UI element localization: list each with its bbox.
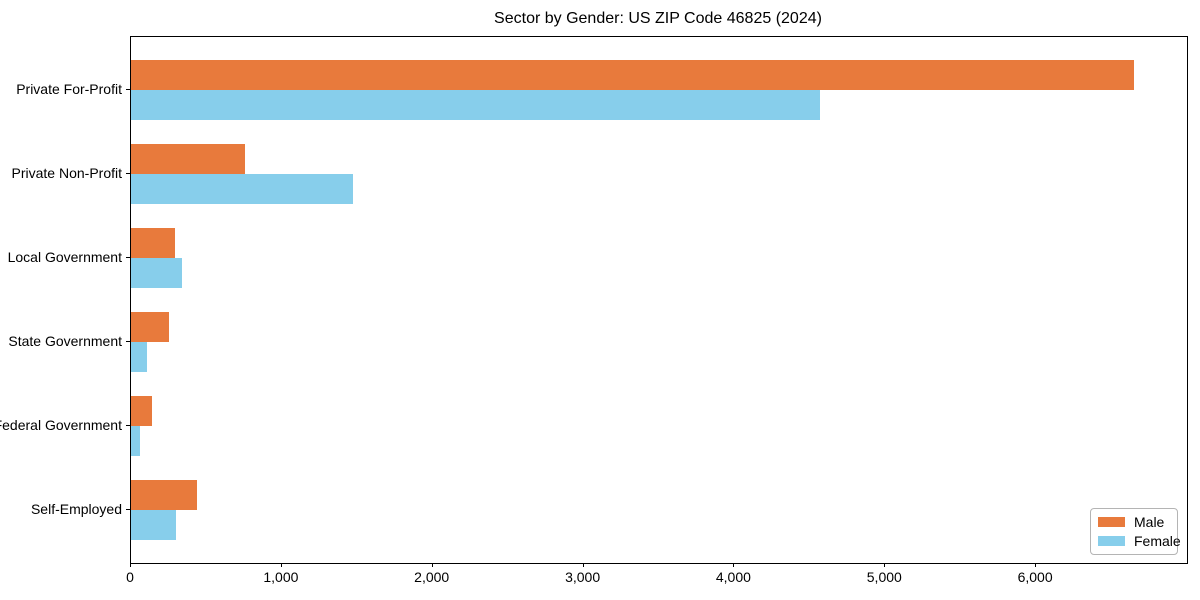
x-tick-mark [130, 563, 131, 567]
bar-female-federal-government [131, 426, 141, 456]
y-tick-mark [126, 341, 130, 342]
y-tick-mark [126, 173, 130, 174]
x-tick-mark [884, 563, 886, 567]
x-tick-label: 5,000 [866, 569, 902, 585]
legend-swatch-female-icon [1098, 536, 1125, 546]
bar-male-self-employed [131, 480, 198, 510]
x-tick-label: 6,000 [1017, 569, 1053, 585]
bar-female-private-non-profit [131, 174, 353, 204]
x-tick-label: 2,000 [414, 569, 450, 585]
x-tick-mark [733, 563, 735, 567]
y-tick-label: State Government [8, 333, 122, 349]
legend-item-male: Male [1098, 515, 1170, 529]
y-tick-label: Self-Employed [30, 501, 122, 517]
legend: Male Female [1090, 508, 1181, 555]
x-tick-label: 4,000 [715, 569, 751, 585]
legend-label-female: Female [1134, 533, 1181, 549]
legend-label-male: Male [1134, 514, 1165, 530]
x-tick-mark [582, 563, 584, 567]
bar-male-federal-government [131, 396, 153, 426]
plot-area: Male Female [130, 36, 1188, 564]
bar-female-private-for-profit [131, 90, 821, 120]
x-tick-mark [280, 563, 282, 567]
chart-title: Sector by Gender: US ZIP Code 46825 (202… [494, 10, 822, 27]
y-tick-mark [126, 257, 130, 258]
bar-male-local-government [131, 228, 175, 258]
bar-male-private-non-profit [131, 144, 245, 174]
y-tick-mark [126, 509, 130, 510]
y-tick-label: Federal Government [0, 417, 122, 433]
x-tick-label: 3,000 [565, 569, 601, 585]
x-tick-mark [431, 563, 433, 567]
bar-female-local-government [131, 258, 182, 288]
bar-female-self-employed [131, 510, 176, 540]
y-tick-label: Local Government [7, 249, 122, 265]
x-tick-label: 0 [126, 569, 134, 585]
legend-swatch-male-icon [1098, 517, 1125, 527]
y-tick-mark [126, 425, 130, 426]
bar-male-private-for-profit [131, 60, 1135, 90]
x-tick-label: 1,000 [263, 569, 299, 585]
bar-female-state-government [131, 342, 147, 372]
legend-item-female: Female [1098, 534, 1181, 548]
x-tick-mark [1035, 563, 1037, 567]
y-tick-label: Private Non-Profit [11, 165, 122, 181]
y-tick-mark [126, 89, 130, 90]
y-tick-label: Private For-Profit [16, 81, 122, 97]
bar-male-state-government [131, 312, 169, 342]
